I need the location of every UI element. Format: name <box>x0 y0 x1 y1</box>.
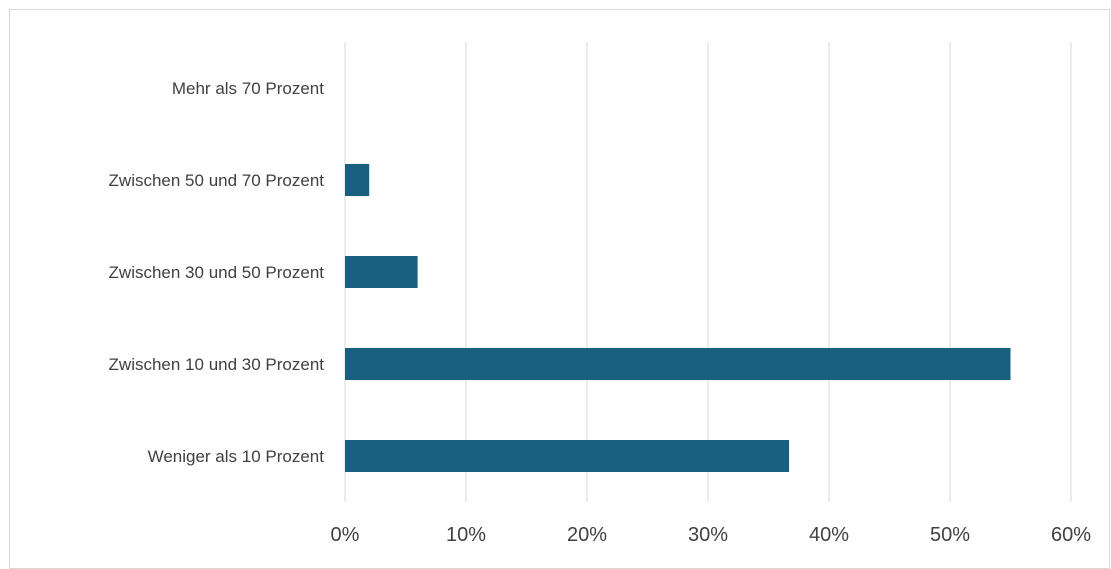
x-tick-label: 30% <box>688 524 728 546</box>
bar <box>345 440 790 472</box>
bar <box>345 256 418 288</box>
gridlines <box>344 42 1072 502</box>
category-label: Mehr als 70 Prozent <box>172 79 324 98</box>
category-label: Weniger als 10 Prozent <box>148 447 325 466</box>
category-label: Zwischen 30 und 50 Prozent <box>109 263 325 282</box>
bars <box>345 164 1011 472</box>
bar <box>345 348 1011 380</box>
chart-frame <box>9 9 1110 569</box>
x-tick-label: 60% <box>1051 524 1091 546</box>
x-tick-label: 40% <box>809 524 849 546</box>
x-axis-tick-labels: 0% 10% 20% 30% 40% 50% 60% <box>331 524 1092 546</box>
category-label: Zwischen 50 und 70 Prozent <box>109 171 325 190</box>
x-tick-label: 50% <box>930 524 970 546</box>
bar <box>345 164 370 196</box>
x-tick-label: 10% <box>446 524 486 546</box>
category-labels: Mehr als 70 Prozent Zwischen 50 und 70 Pr… <box>109 79 325 466</box>
x-tick-label: 20% <box>567 524 607 546</box>
category-label: Zwischen 10 und 30 Prozent <box>109 355 325 374</box>
x-tick-label: 0% <box>331 524 360 546</box>
